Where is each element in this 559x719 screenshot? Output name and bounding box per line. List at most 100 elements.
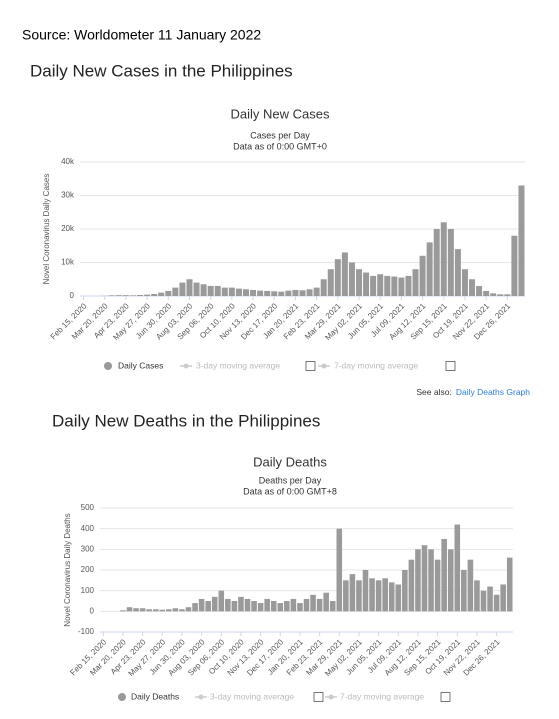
legend-label: 7-day moving average [340,691,424,701]
bar [434,559,441,612]
bar [402,570,408,612]
bar [133,608,139,612]
bar [108,295,115,296]
bar [264,290,271,296]
y-tick-label: 20k [61,224,75,233]
y-tick-label: 300 [81,544,95,553]
legend-marker [183,363,189,369]
bar [343,580,349,612]
y-axis-title: Novel Coronavirus Daily Cases [42,174,51,285]
bar [428,549,434,612]
bar [506,557,513,612]
bar [137,294,144,296]
bar [200,284,207,296]
bar [151,293,158,296]
bar [363,272,370,296]
bar [271,291,278,296]
bar [384,275,391,296]
see-also-label: See also: [416,387,451,397]
bar [122,295,129,296]
y-tick-label: 10k [61,258,75,267]
chart-subtitle: Data as of 0:00 GMT+0 [233,141,327,151]
bar [225,598,231,612]
bar [500,584,506,612]
bar [480,590,487,612]
bar [185,607,192,612]
bar [242,289,249,296]
bar [391,276,398,296]
bar [362,570,369,612]
bar [158,292,165,296]
bar [129,295,136,296]
see-also-link[interactable]: Daily Deaths Graph [456,387,530,397]
bar [179,282,186,296]
bar [193,282,200,296]
bar [172,287,179,296]
bar [461,570,467,612]
bar [329,601,336,612]
bar [511,235,518,296]
bar [250,289,257,296]
bar [221,287,228,296]
legend-label: Daily Deaths [131,691,179,701]
bar [388,582,395,612]
y-tick-label: -100 [78,627,95,636]
bar [504,294,511,296]
legend-checkbox[interactable] [440,692,451,702]
bar [356,269,363,296]
bar [290,598,297,612]
legend-label: Daily Cases [118,360,163,370]
bar [412,269,419,296]
bar [426,242,433,296]
bar [327,269,334,296]
chart-title: Daily Deaths [253,454,327,469]
chart-subtitle: Deaths per Day [259,475,322,485]
legend-checkbox[interactable] [313,692,324,702]
bar [310,594,316,612]
chart-subtitle: Data as of 0:00 GMT+8 [243,486,337,496]
bar [297,603,303,612]
legend-marker [198,694,204,700]
chart-title: Daily New Cases [231,106,330,121]
bar [469,279,476,296]
bar [264,598,270,612]
bar [476,285,483,296]
bar [405,275,412,296]
legend-marker [328,694,334,700]
y-tick-label: 40k [61,157,75,166]
legend-checkbox[interactable] [445,361,456,371]
legend-label: 3-day moving average [210,691,294,701]
bar [251,601,257,612]
bar [341,252,348,296]
bar [179,609,185,612]
bar [398,277,405,296]
bar [277,603,284,612]
bar [166,609,172,612]
chart-subtitle: Cases per Day [250,130,310,140]
bar [369,578,375,612]
bar [483,290,490,296]
legend-label: 7-day moving average [334,360,418,370]
bar [235,288,242,296]
y-tick-label: 100 [81,586,95,595]
bar [192,603,198,612]
legend-checkbox[interactable] [305,361,316,371]
bar [292,289,299,296]
bar [349,574,356,612]
bar [146,609,152,612]
bar [285,290,292,296]
bar [408,559,415,612]
bar [447,229,454,296]
bar [377,274,384,296]
bar [348,262,355,296]
bar [493,594,500,612]
bar [382,578,388,612]
bar [447,549,454,612]
bar [419,255,426,296]
bar [454,524,461,612]
legend-marker [118,693,126,701]
bar [211,596,218,612]
bar [218,590,225,612]
bar [284,601,290,612]
